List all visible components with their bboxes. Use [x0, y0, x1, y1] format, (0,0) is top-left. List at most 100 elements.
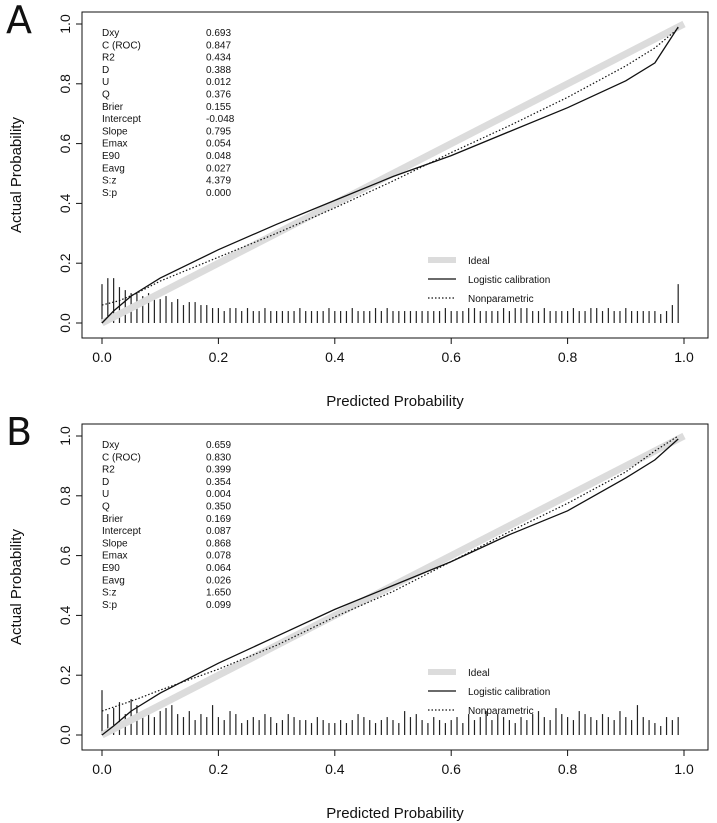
stat-value: 1.650 — [206, 588, 231, 599]
plot-frame — [81, 423, 709, 751]
y-tick-label: 0.0 — [57, 725, 73, 745]
panel-label: A — [6, 0, 32, 42]
stat-value: 0.659 — [206, 440, 231, 451]
stat-name: Brier — [102, 514, 124, 525]
stat-name: D — [102, 65, 109, 76]
stat-name: S:p — [102, 600, 117, 611]
stat-value: 0.078 — [206, 551, 231, 562]
stat-value: 4.379 — [206, 176, 231, 187]
stat-name: C (ROC) — [102, 452, 141, 463]
stat-name: U — [102, 77, 109, 88]
y-tick-label: 0.6 — [57, 546, 73, 566]
stat-value: 0.354 — [206, 477, 231, 488]
nonparametric-curve — [101, 28, 679, 306]
legend-label: Nonparametric — [468, 294, 534, 305]
y-tick-label: 0.4 — [57, 605, 73, 625]
x-tick-label: 0.2 — [209, 349, 229, 365]
stat-value: 0.795 — [206, 126, 231, 137]
y-tick-label: 0.2 — [57, 253, 73, 273]
stat-name: Q — [102, 502, 110, 513]
y-tick-label: 1.0 — [57, 14, 73, 34]
y-tick-label: 0.4 — [57, 193, 73, 213]
legend-label: Ideal — [468, 668, 490, 679]
x-axis-label: Predicted Probability — [326, 805, 464, 822]
y-tick-label: 0.0 — [57, 313, 73, 333]
stat-name: Intercept — [102, 114, 141, 125]
stat-value: 0.012 — [206, 77, 231, 88]
panel-label: B — [6, 410, 33, 454]
ideal-curve — [100, 20, 686, 327]
x-tick-label: 0.0 — [92, 761, 112, 777]
stat-name: Slope — [102, 538, 128, 549]
stat-value: 0.434 — [206, 53, 231, 64]
stat-value: -0.048 — [206, 114, 235, 125]
stat-value: 0.004 — [206, 489, 231, 500]
stat-value: 0.048 — [206, 151, 231, 162]
stat-name: Dxy — [102, 440, 119, 451]
logistic-calibration-curve — [101, 438, 679, 736]
x-tick-label: 1.0 — [674, 761, 694, 777]
stat-value: 0.376 — [206, 90, 231, 101]
stat-name: U — [102, 489, 109, 500]
x-tick-label: 0.8 — [558, 761, 578, 777]
calibration-plot-b: 0.0 0.2 0.4 0.6 0.8 1.0 0.0 0.2 0.4 0.6 0.8 1.0 Pred… — [8, 423, 709, 822]
x-tick-label: 0.2 — [209, 761, 229, 777]
y-tick-label: 0.8 — [57, 486, 73, 506]
stat-name: D — [102, 477, 109, 488]
x-tick-label: 0.4 — [325, 761, 345, 777]
y-tick-label: 1.0 — [57, 426, 73, 446]
plot-area — [100, 432, 686, 739]
stat-name: Intercept — [102, 526, 141, 537]
stat-value: 0.399 — [206, 465, 231, 476]
calibration-panel-a: A 0.0 0.2 0.4 0.6 0.8 1.0 0.0 0.2 0.4 0.6 0.8 1.0 Pr… — [0, 0, 717, 410]
stat-name: Eavg — [102, 163, 125, 174]
x-tick-label: 0.4 — [325, 349, 345, 365]
stat-value: 0.350 — [206, 502, 231, 513]
stat-name: S:z — [102, 588, 116, 599]
x-tick-label: 0.6 — [441, 349, 461, 365]
stat-name: Emax — [102, 139, 128, 150]
legend-label: Ideal — [468, 256, 490, 267]
stat-value: 0.155 — [206, 102, 231, 113]
stat-name: Dxy — [102, 28, 119, 39]
stat-value: 0.169 — [206, 514, 231, 525]
plot-frame — [81, 11, 709, 339]
stat-value: 0.064 — [206, 563, 231, 574]
stat-value: 0.000 — [206, 188, 231, 199]
legend-label: Logistic calibration — [468, 687, 550, 698]
stat-value: 0.830 — [206, 452, 231, 463]
stat-name: Slope — [102, 126, 128, 137]
stat-name: S:z — [102, 176, 116, 187]
legend-label: Logistic calibration — [468, 275, 550, 286]
stat-name: E90 — [102, 151, 120, 162]
y-axis-label: Actual Probability — [8, 117, 25, 233]
stat-name: C (ROC) — [102, 40, 141, 51]
x-tick-label: 0.8 — [558, 349, 578, 365]
stat-value: 0.388 — [206, 65, 231, 76]
stat-name: R2 — [102, 465, 115, 476]
y-axis-label: Actual Probability — [8, 529, 25, 645]
y-tick-label: 0.8 — [57, 74, 73, 94]
stat-value: 0.054 — [206, 139, 231, 150]
stat-name: S:p — [102, 188, 117, 199]
y-tick-label: 0.6 — [57, 134, 73, 154]
stat-value: 0.099 — [206, 600, 231, 611]
stat-name: E90 — [102, 563, 120, 574]
nonparametric-curve — [101, 435, 679, 712]
x-tick-label: 0.6 — [441, 761, 461, 777]
stat-value: 0.847 — [206, 40, 231, 51]
plot-area — [100, 20, 686, 327]
stat-name: Brier — [102, 102, 124, 113]
y-tick-label: 0.2 — [57, 665, 73, 685]
stat-value: 0.026 — [206, 575, 231, 586]
stat-value: 0.868 — [206, 538, 231, 549]
stat-value: 0.693 — [206, 28, 231, 39]
stat-value: 0.027 — [206, 163, 231, 174]
legend-label: Nonparametric — [468, 706, 534, 717]
calibration-plot-a: 0.0 0.2 0.4 0.6 0.8 1.0 0.0 0.2 0.4 0.6 0.8 1.0 Pred… — [8, 11, 709, 410]
stat-value: 0.087 — [206, 526, 231, 537]
calibration-panel-b: B 0.0 0.2 0.4 0.6 0.8 1.0 0.0 0.2 0.4 0.6 0.8 1.0 Pr… — [0, 410, 717, 822]
stat-name: Eavg — [102, 575, 125, 586]
x-tick-label: 1.0 — [674, 349, 694, 365]
x-tick-label: 0.0 — [92, 349, 112, 365]
